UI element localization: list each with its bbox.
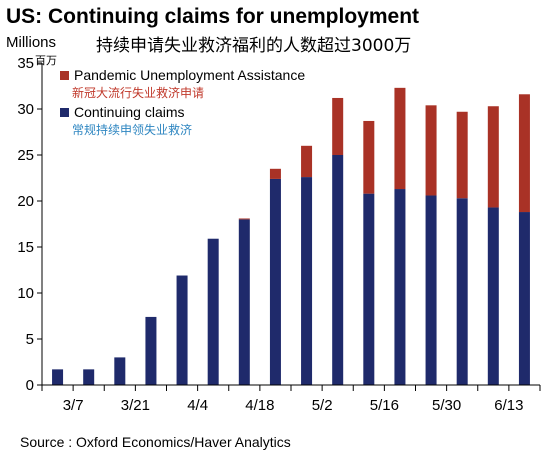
x-tick-label: 5/30 — [432, 397, 461, 414]
y-tick-label: 25 — [17, 147, 34, 164]
legend-swatch — [60, 108, 69, 117]
x-tick-label: 4/4 — [187, 397, 208, 414]
y-tick-label: 10 — [17, 285, 34, 302]
y-axis-label: Millions — [6, 34, 56, 51]
bar-continuing-claims — [332, 155, 344, 385]
bar-continuing-claims — [301, 177, 313, 385]
legend-entry-cn: 新冠大流行失业救济申请 — [72, 85, 204, 100]
bar-continuing-claims — [83, 369, 95, 385]
y-tick-label: 20 — [17, 193, 34, 210]
x-tick-label: 3/7 — [63, 397, 84, 414]
bar-pandemic-assistance — [425, 105, 437, 196]
bar-continuing-claims — [145, 316, 157, 385]
legend: Pandemic Unemployment Assistance 新冠大流行失业救… — [60, 67, 305, 137]
legend-swatch — [60, 71, 69, 80]
bar-pandemic-assistance — [301, 145, 313, 178]
bar-pandemic-assistance — [394, 87, 406, 190]
x-tick-label: 5/16 — [370, 397, 399, 414]
bar-continuing-claims — [269, 178, 281, 385]
bar-continuing-claims — [114, 357, 126, 385]
bar-pandemic-assistance — [238, 218, 250, 220]
bar-continuing-claims — [363, 193, 375, 385]
legend-entry: Continuing claims — [74, 104, 185, 120]
legend-entry: Pandemic Unemployment Assistance — [74, 67, 305, 83]
x-tick-label: 5/2 — [312, 397, 333, 414]
bar-continuing-claims — [394, 189, 406, 385]
bar-pandemic-assistance — [332, 97, 344, 155]
y-axis-label-cn: 百万 — [35, 54, 57, 67]
bars-group — [52, 87, 530, 385]
bar-continuing-claims — [176, 275, 188, 385]
x-tick-label: 4/18 — [245, 397, 274, 414]
y-tick-label: 15 — [17, 239, 34, 256]
bar-continuing-claims — [518, 212, 530, 385]
bar-pandemic-assistance — [363, 120, 375, 194]
x-tick-label: 3/21 — [121, 397, 150, 414]
bar-continuing-claims — [238, 219, 250, 385]
y-tick-label: 35 — [17, 55, 34, 72]
y-tick-label: 0 — [26, 377, 34, 394]
source-note: Source : Oxford Economics/Haver Analytic… — [20, 434, 291, 450]
bar-pandemic-assistance — [518, 94, 530, 213]
y-tick-label: 30 — [17, 101, 34, 118]
x-tick-label: 6/13 — [494, 397, 523, 414]
axes-group: 0 5 10 15 20 25 30 35 3/7 3/21 4/4 4/18 5/2 5/16 5/30 6… — [17, 55, 541, 414]
bar-pandemic-assistance — [269, 168, 281, 179]
bar-pandemic-assistance — [487, 106, 499, 208]
bar-continuing-claims — [487, 207, 499, 385]
chart-subtitle: 持续申请失业救济福利的人数超过3000万 — [96, 36, 411, 56]
chart-title: US: Continuing claims for unemployment — [6, 5, 419, 28]
bar-continuing-claims — [456, 198, 468, 385]
bar-continuing-claims — [52, 369, 64, 385]
bar-continuing-claims — [207, 238, 219, 385]
y-tick-label: 5 — [26, 331, 34, 348]
bar-continuing-claims — [425, 195, 437, 385]
legend-entry-cn: 常规持续申领失业救济 — [72, 122, 192, 137]
bar-pandemic-assistance — [456, 111, 468, 199]
